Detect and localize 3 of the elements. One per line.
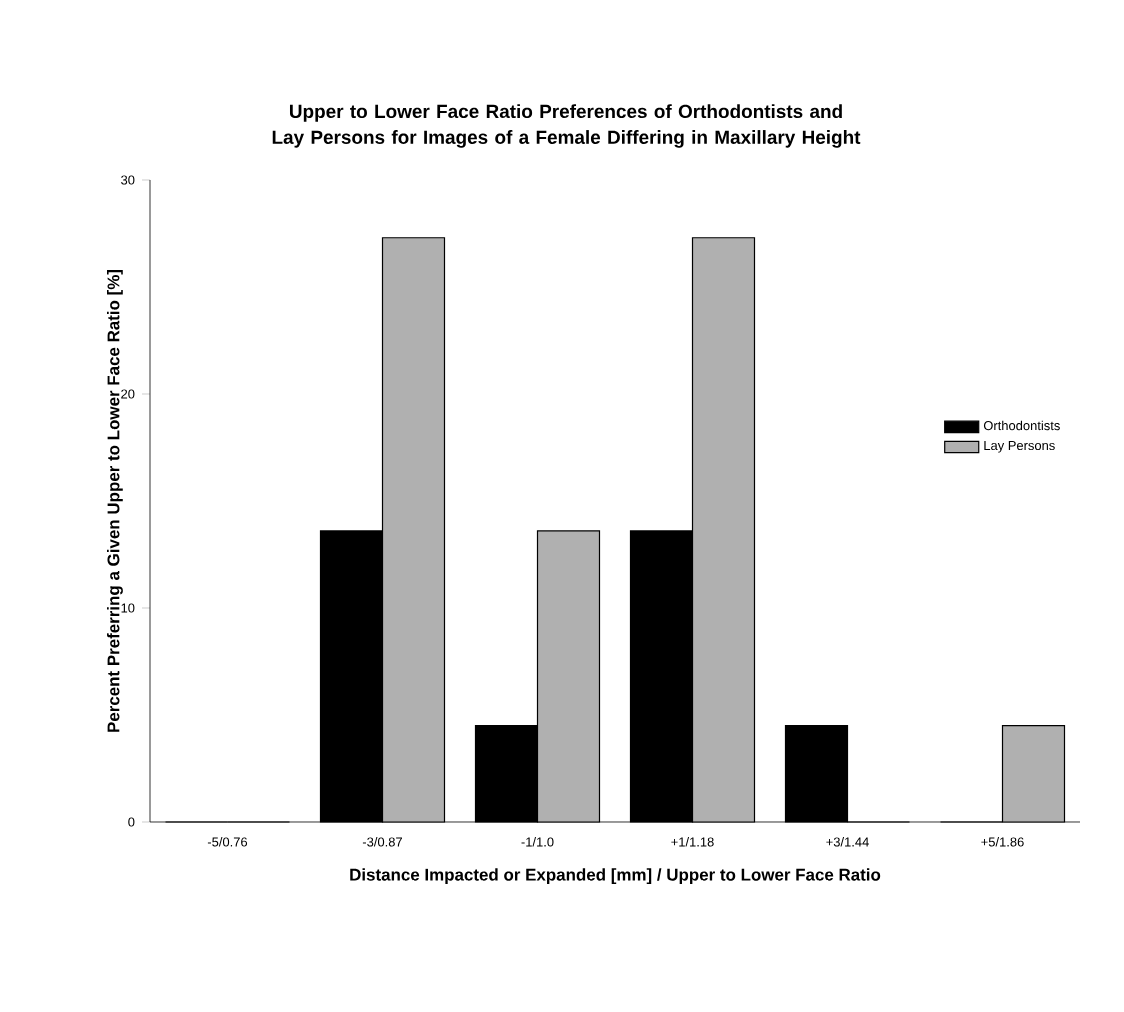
y-axis-title: Percent Preferring a Given Upper to Lower Face Ratio [%] bbox=[107, 269, 123, 732]
chart-title: Upper to Lower Face Ratio Preferences of Orthodontists and Lay Persons for Images of a Female Differing in Maxillary Height bbox=[272, 104, 861, 148]
x-axis-title: Distance Impacted or Expanded [mm] / Upper to Lower Face Ratio bbox=[350, 868, 881, 884]
